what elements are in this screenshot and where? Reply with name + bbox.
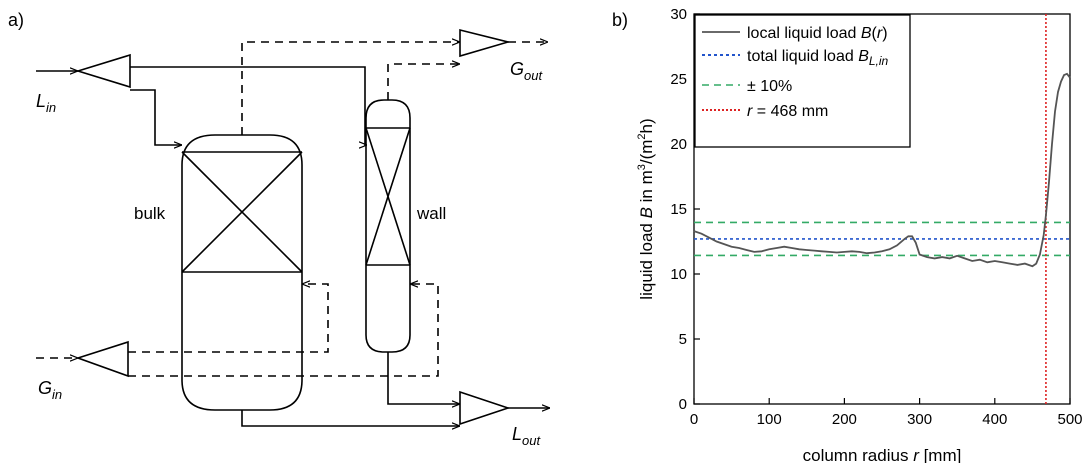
wall-label: wall	[416, 204, 446, 223]
wall-column	[365, 99, 411, 353]
gas-in-splitter	[75, 340, 129, 378]
gas-from-wall-line	[387, 64, 460, 100]
bulk-column	[181, 134, 303, 411]
y-axis-ticks: 0 5 10 15 20 25 30	[670, 6, 700, 413]
panel-a-label: a)	[8, 10, 24, 30]
x-tick-label: 300	[907, 411, 932, 428]
legend-entry-local: local liquid load B(r)	[747, 25, 888, 42]
liquid-out-mixer	[459, 390, 511, 426]
gas-from-bulk-line	[241, 42, 460, 135]
y-axis-label: liquid load B in m3/(m2h)	[636, 118, 656, 299]
x-tick-label: 200	[832, 411, 857, 428]
gas-to-wall-line	[128, 284, 439, 377]
gas-out-label: Gout	[510, 59, 543, 83]
x-tick-label: 500	[1057, 411, 1082, 428]
y-tick-label: 25	[670, 71, 687, 88]
legend-entry-total: total liquid load BL,in	[747, 48, 889, 68]
gas-to-bulk-line	[128, 284, 329, 353]
y-tick-label: 20	[670, 136, 687, 153]
bulk-label: bulk	[134, 204, 166, 223]
liquid-out-label: Lout	[512, 424, 541, 448]
x-tick-label: 400	[982, 411, 1007, 428]
legend: local liquid load B(r) total liquid load…	[694, 14, 911, 148]
liquid-from-bulk-line	[241, 410, 460, 426]
y-tick-label: 0	[679, 396, 687, 413]
y-tick-label: 15	[670, 201, 687, 218]
panel-b-label: b)	[612, 10, 628, 30]
x-axis-label: column radius r [mm]	[803, 446, 962, 463]
liquid-in-splitter	[75, 53, 131, 89]
x-axis-ticks: 0 100 200 300 400 500	[690, 398, 1083, 428]
reference-lines	[694, 14, 1070, 404]
local-liquid-load-line	[693, 72, 1071, 268]
flow-diagram: a) bulk wall	[8, 10, 550, 448]
legend-entry-radius: r = 468 mm	[747, 103, 828, 120]
y-tick-label: 5	[679, 331, 687, 348]
y-tick-label: 10	[670, 266, 687, 283]
legend-box	[694, 14, 911, 148]
liquid-from-wall-line	[387, 352, 460, 404]
x-tick-label: 0	[690, 411, 698, 428]
liquid-in-label: Lin	[36, 91, 56, 115]
liquid-to-bulk-line	[130, 89, 182, 145]
liquid-load-chart: 0 100 200 300 400 500 0 5 10 15 20 25 30 column rad…	[636, 6, 1083, 463]
y-tick-label: 30	[670, 6, 687, 23]
gas-out-mixer	[459, 28, 512, 58]
x-tick-label: 100	[757, 411, 782, 428]
legend-entry-tolerance: ± 10%	[747, 78, 792, 95]
liquid-to-wall-line	[130, 66, 367, 145]
gas-in-label: Gin	[38, 378, 62, 402]
